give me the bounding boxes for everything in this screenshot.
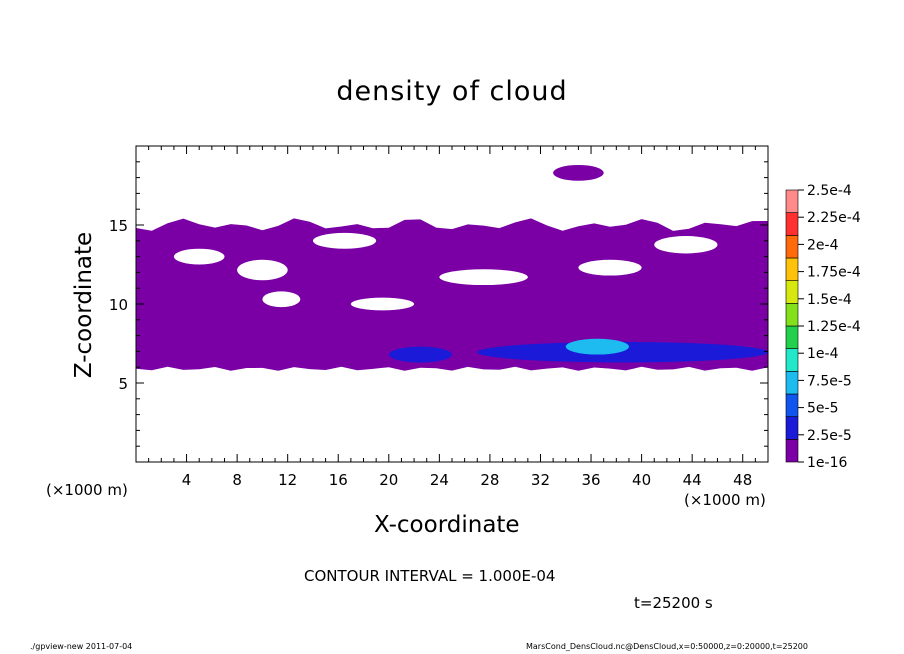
cloud-gap-7 [173, 248, 225, 265]
colorbar-swatch [785, 280, 799, 304]
colorbar-swatch [785, 371, 799, 395]
colorbar-swatch [785, 235, 799, 259]
x-tick-label: 36 [581, 471, 600, 489]
colorbar-swatch [785, 303, 799, 327]
contour-field [136, 164, 768, 371]
x-tick-label: 12 [278, 471, 297, 489]
cloud-gap-0 [237, 259, 288, 281]
cloud-gap-4 [578, 259, 642, 276]
x-tick-label: 44 [683, 471, 702, 489]
contour-region-upper-patch [553, 164, 604, 181]
contour-region-core-left [388, 346, 452, 363]
colorbar-swatch [785, 439, 799, 463]
x-tick-label: 28 [480, 471, 499, 489]
time-label: t=25200 s [634, 594, 713, 612]
x-tick-label: 4 [182, 471, 192, 489]
colorbar-level-label: 1.25e-4 [807, 319, 861, 335]
cloud-gap-2 [262, 291, 301, 308]
colorbar: 1e-16 2.5e-5 5e-5 7.5e-5 1e-4 1.25e-4 1.5e-4 1.… [785, 183, 861, 471]
x-unit-label-right: (×1000 m) [684, 491, 766, 509]
colorbar-swatch [785, 189, 799, 213]
x-axis-label: X-coordinate [374, 512, 520, 538]
colorbar-swatch [785, 325, 799, 349]
colorbar-level-label: 2e-4 [807, 237, 839, 253]
colorbar-level-label: 1e-4 [807, 346, 839, 362]
footer-source-file: MarsCond_DensCloud.nc@DensCloud,x=0:5000… [526, 642, 808, 651]
colorbar-level-label: 1.5e-4 [807, 292, 852, 308]
contour-region-core-max [565, 338, 629, 355]
colorbar-level-label: 2.5e-5 [807, 428, 852, 444]
colorbar-level-label: 5e-5 [807, 401, 838, 417]
cloud-gap-3 [439, 269, 528, 286]
footer-program-date: ./gpview-new 2011-07-04 [30, 642, 133, 651]
contour-interval-note: CONTOUR INTERVAL = 1.000E-04 [304, 567, 556, 585]
colorbar-swatch [785, 212, 799, 236]
contour-region-main-cloud-band [136, 218, 768, 371]
y-tick-label: 5 [118, 375, 128, 393]
colorbar-level-label: 7.5e-5 [807, 373, 852, 389]
colorbar-level-label: 1.75e-4 [807, 265, 861, 281]
cloud-gap-5 [654, 236, 718, 254]
x-tick-label: 40 [632, 471, 651, 489]
x-tick-label: 20 [379, 471, 398, 489]
colorbar-level-label: 2.25e-4 [807, 210, 861, 226]
colorbar-level-label: 1e-16 [807, 455, 847, 471]
y-axis-label: Z-coordinate [71, 231, 97, 379]
cloud-gap-6 [350, 297, 415, 311]
colorbar-swatch [785, 393, 799, 417]
x-tick-label: 24 [430, 471, 449, 489]
contour-region-core-right [477, 341, 768, 363]
y-tick-label: 15 [109, 217, 128, 235]
colorbar-swatch [785, 257, 799, 281]
colorbar-swatch [785, 348, 799, 372]
y-tick-label: 10 [109, 296, 128, 314]
colorbar-level-label: 2.5e-4 [807, 183, 852, 199]
x-tick-label: 32 [531, 471, 550, 489]
chart-title: density of cloud [336, 76, 568, 107]
x-unit-label-left: (×1000 m) [46, 481, 128, 499]
cloud-gap-1 [312, 232, 377, 249]
colorbar-swatch [785, 416, 799, 440]
x-tick-label: 16 [329, 471, 348, 489]
x-tick-label: 48 [733, 471, 752, 489]
x-tick-label: 8 [232, 471, 242, 489]
